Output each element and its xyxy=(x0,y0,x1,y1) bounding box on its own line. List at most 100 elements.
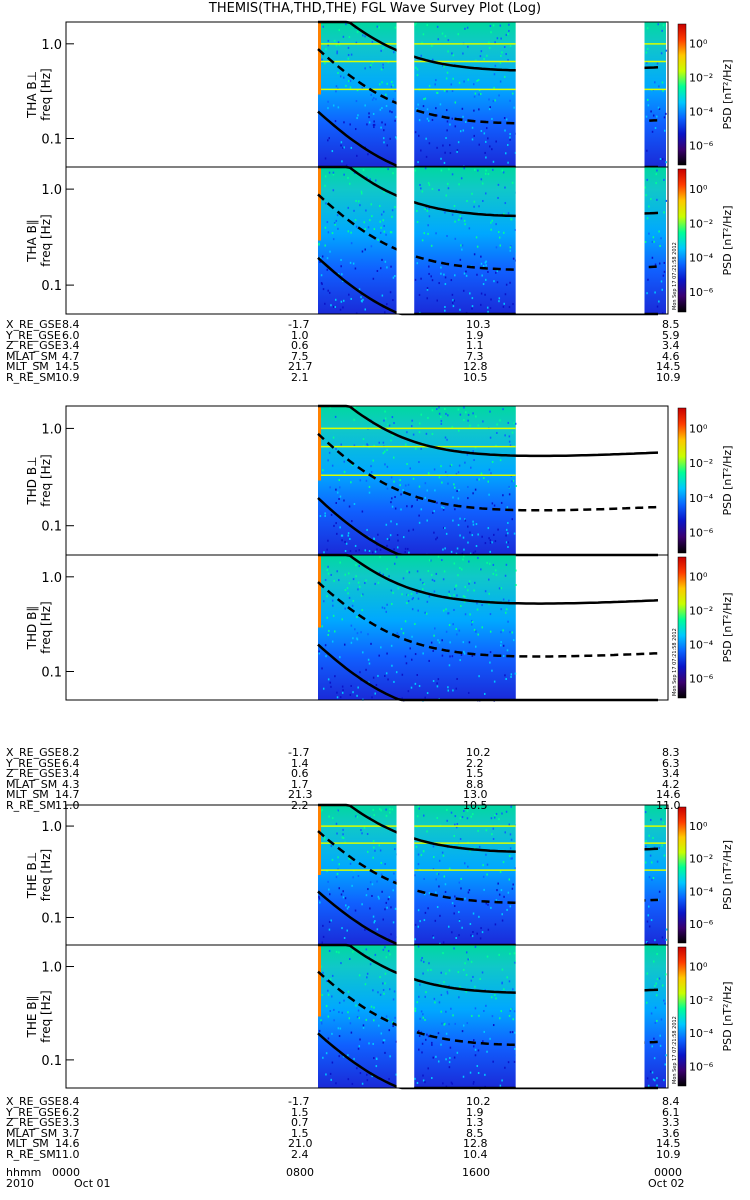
spectrogram-speckle xyxy=(352,876,354,879)
spectrogram-speckle xyxy=(501,51,503,54)
spectrogram-speckle xyxy=(372,1019,375,1022)
spectrogram-speckle xyxy=(458,81,461,84)
spectrogram-speckle xyxy=(453,483,455,486)
spectrogram-speckle xyxy=(368,121,371,124)
spectrogram-speckle xyxy=(416,210,418,213)
spectrogram-speckle xyxy=(341,534,344,537)
eph-label: Z_RE_GSE xyxy=(6,1116,62,1130)
spectrogram-speckle xyxy=(385,672,388,675)
spectrogram-speckle xyxy=(393,990,396,993)
spectrogram-speckle xyxy=(330,919,332,922)
spectrogram-speckle xyxy=(482,420,484,423)
spectrogram-speckle xyxy=(480,50,483,53)
spectrogram-speckle xyxy=(432,1056,434,1059)
spectrogram-speckle xyxy=(491,502,494,505)
data-gap xyxy=(515,945,645,1088)
spectrogram-speckle xyxy=(448,985,450,988)
spectrogram-speckle xyxy=(502,305,505,308)
spectrogram-speckle xyxy=(383,190,385,193)
spectrogram-speckle xyxy=(444,527,446,530)
spectrogram-speckle xyxy=(342,76,345,79)
spectrogram-speckle xyxy=(328,451,331,454)
spectrogram-speckle xyxy=(469,923,472,926)
spectrogram-speckle xyxy=(358,1016,361,1019)
spectrogram-speckle xyxy=(426,1033,428,1036)
eph-value: 3.4 xyxy=(62,767,80,781)
spectrogram-speckle xyxy=(411,608,414,611)
spectrogram-speckle xyxy=(380,861,383,864)
spectrogram-speckle xyxy=(385,814,388,817)
spectrogram-speckle xyxy=(444,547,446,550)
spectrogram-speckle xyxy=(368,1042,370,1045)
spectrogram-speckle xyxy=(370,64,372,67)
spectrogram-speckle xyxy=(362,298,364,301)
spectrogram-speckle xyxy=(326,979,328,982)
spectrogram-speckle xyxy=(453,905,456,908)
spectrogram-speckle xyxy=(509,1009,512,1012)
spectrogram-speckle xyxy=(390,501,392,504)
spectrogram-speckle xyxy=(486,561,488,564)
eph-value: 1.9 xyxy=(466,1105,484,1119)
eph-value: 10.9 xyxy=(656,370,681,384)
spectrogram-speckle xyxy=(323,837,326,840)
spectrogram-speckle xyxy=(335,522,337,525)
spectrogram-speckle xyxy=(487,527,490,530)
spectrogram-speckle xyxy=(451,1082,454,1085)
spectrogram-speckle xyxy=(458,845,460,848)
spectrogram-speckle xyxy=(457,574,459,577)
spectrogram-speckle xyxy=(454,815,457,818)
spectrogram-speckle xyxy=(654,81,656,84)
spectrogram-speckle xyxy=(380,49,382,52)
spectrogram-speckle xyxy=(335,876,338,879)
spectrogram-speckle xyxy=(347,46,350,49)
eph-value: 1.7 xyxy=(291,777,309,791)
spectrogram-speckle xyxy=(660,237,662,240)
data-edge-marker xyxy=(318,555,321,628)
spectrogram-speckle xyxy=(438,412,441,415)
spectrogram-speckle xyxy=(651,256,654,259)
spectrogram-speckle xyxy=(391,209,394,212)
spectrogram-speckle xyxy=(419,578,422,581)
spectrogram-speckle xyxy=(496,423,498,426)
spectrogram-speckle xyxy=(646,98,649,101)
spectrogram-speckle xyxy=(339,561,341,564)
spectrogram-speckle xyxy=(424,1018,426,1021)
spectrogram-speckle xyxy=(422,1074,424,1077)
spectrogram-speckle xyxy=(390,644,393,647)
spectrogram-speckle xyxy=(663,854,666,857)
spectrogram-speckle xyxy=(462,595,465,598)
spectrogram-speckle xyxy=(465,411,467,414)
spectrogram-segment xyxy=(318,555,516,700)
spectrogram-speckle xyxy=(380,873,383,876)
spectrogram-speckle xyxy=(443,570,446,573)
spectrogram-speckle xyxy=(340,144,342,147)
eph-value: 3.6 xyxy=(662,1126,680,1140)
spectrogram-speckle xyxy=(355,549,357,552)
spectrogram-speckle xyxy=(460,244,462,247)
spectrogram-speckle xyxy=(406,593,408,596)
spectrogram-speckle xyxy=(331,464,334,467)
spectrogram-speckle xyxy=(355,564,357,567)
spectrogram-speckle xyxy=(468,889,471,892)
spectrogram-speckle xyxy=(651,878,653,881)
spectrogram-speckle xyxy=(654,291,656,294)
spectrogram-speckle xyxy=(370,1005,373,1008)
spectrogram-speckle xyxy=(337,809,339,812)
spectrogram-speckle xyxy=(431,279,434,282)
eph-label: X_RE_GSE xyxy=(6,746,62,759)
spectrogram-speckle xyxy=(368,549,371,552)
spectrogram-speckle xyxy=(507,58,509,61)
spectrogram-speckle xyxy=(332,614,335,617)
spectrogram-speckle xyxy=(453,562,456,565)
eph-row: Z_RE_GSE 3.4 0.6 1.1 3.4 xyxy=(0,340,750,352)
spectrogram-speckle xyxy=(477,556,479,559)
eph-value: 3.3 xyxy=(62,1116,80,1130)
spectrogram-speckle xyxy=(338,497,340,500)
spectrogram-speckle xyxy=(488,41,490,44)
spectrogram-speckle xyxy=(357,588,359,591)
spectrogram-speckle xyxy=(385,233,387,236)
spectrogram-speckle xyxy=(452,689,454,692)
spectrogram-speckle xyxy=(508,823,511,826)
spectrogram-speckle xyxy=(507,212,510,215)
